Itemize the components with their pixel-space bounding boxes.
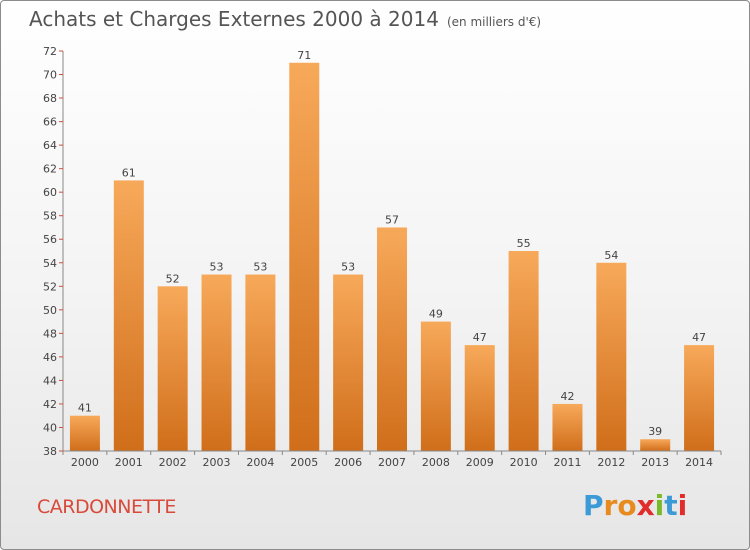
data-label-2001: 61: [122, 166, 136, 179]
bar-2010: [508, 251, 539, 451]
y-tick-label-66: 66: [43, 116, 57, 129]
chart-title-text: Achats et Charges Externes 2000 à 2014: [29, 7, 439, 31]
logo-letter: r: [603, 489, 618, 522]
data-label-2014: 47: [692, 331, 706, 344]
x-tick-label-2013: 2013: [641, 456, 669, 469]
logo-letter: i: [654, 489, 665, 522]
bar-2005: [289, 62, 320, 451]
bar-2001: [113, 180, 144, 452]
y-tick-label-58: 58: [43, 210, 57, 223]
bar-2000: [69, 415, 100, 451]
bar-2014: [684, 345, 715, 451]
y-tick-label-42: 42: [43, 398, 57, 411]
x-tick-label-2004: 2004: [246, 456, 274, 469]
bar-2008: [420, 321, 451, 451]
bar-2012: [596, 262, 627, 451]
x-tick-label-2007: 2007: [378, 456, 406, 469]
bar-2002: [157, 286, 188, 451]
x-tick-label-2011: 2011: [553, 456, 581, 469]
bar-2013: [640, 439, 671, 451]
axes: 2000 2001 2002 2003 2004 2005 2006 2007 2008 2009…: [43, 45, 722, 469]
y-tick-label-46: 46: [43, 351, 57, 364]
data-label-2012: 54: [604, 249, 618, 262]
data-label-2003: 53: [210, 261, 224, 274]
x-tick-label-2000: 2000: [71, 456, 99, 469]
data-label-2007: 57: [385, 213, 399, 226]
x-tick-label-2012: 2012: [597, 456, 625, 469]
y-tick-label-52: 52: [43, 280, 57, 293]
data-label-2011: 42: [560, 390, 574, 403]
commune-name: CARDONNETTE: [37, 496, 176, 518]
data-label-2004: 53: [253, 261, 267, 274]
logo-letter: t: [664, 489, 678, 522]
bar-2006: [333, 274, 364, 451]
x-tick-label-2006: 2006: [334, 456, 362, 469]
logo-letter: i: [677, 489, 688, 522]
y-tick-label-50: 50: [43, 304, 57, 317]
y-tick-label-64: 64: [43, 139, 57, 152]
y-tick-label-60: 60: [43, 186, 57, 199]
x-tick-label-2005: 2005: [290, 456, 318, 469]
data-label-2010: 55: [517, 237, 531, 250]
y-tick-label-62: 62: [43, 163, 57, 176]
bar-2009: [464, 345, 495, 451]
x-tick-label-2001: 2001: [115, 456, 143, 469]
logo-letter: x: [636, 489, 655, 522]
logo-letter: P: [583, 489, 604, 522]
y-tick-label-72: 72: [43, 45, 57, 58]
x-tick-label-2003: 2003: [203, 456, 231, 469]
y-tick-label-54: 54: [43, 257, 57, 270]
data-label-2005: 71: [297, 49, 311, 62]
y-tick-label-44: 44: [43, 374, 57, 387]
x-tick-label-2009: 2009: [466, 456, 494, 469]
x-tick-label-2008: 2008: [422, 456, 450, 469]
bar-2011: [552, 403, 583, 451]
y-tick-label-38: 38: [43, 445, 57, 458]
y-tick-label-68: 68: [43, 92, 57, 105]
data-label-2000: 41: [78, 402, 92, 415]
bar-2003: [201, 274, 232, 451]
bars-layer: 41 61 52 53 53 71 53 57 49 47 55 42 54 39 47: [69, 49, 715, 452]
data-label-2009: 47: [473, 331, 487, 344]
y-tick-label-56: 56: [43, 233, 57, 246]
x-tick-label-2002: 2002: [159, 456, 187, 469]
y-tick-label-70: 70: [43, 69, 57, 82]
x-tick-label-2014: 2014: [685, 456, 713, 469]
data-label-2008: 49: [429, 308, 443, 321]
chart-unit: (en milliers d'€): [446, 15, 542, 29]
chart-title: Achats et Charges Externes 2000 à 2014 (e…: [29, 7, 541, 31]
bar-2004: [245, 274, 276, 451]
data-label-2006: 53: [341, 261, 355, 274]
bar-2007: [377, 227, 407, 451]
logo-letter: o: [617, 489, 637, 522]
data-label-2002: 52: [166, 272, 180, 285]
proxiti-logo: Proxiti: [583, 489, 687, 522]
x-tick-label-2010: 2010: [510, 456, 538, 469]
y-tick-label-40: 40: [43, 421, 57, 434]
data-label-2013: 39: [648, 425, 662, 438]
y-tick-label-48: 48: [43, 327, 57, 340]
